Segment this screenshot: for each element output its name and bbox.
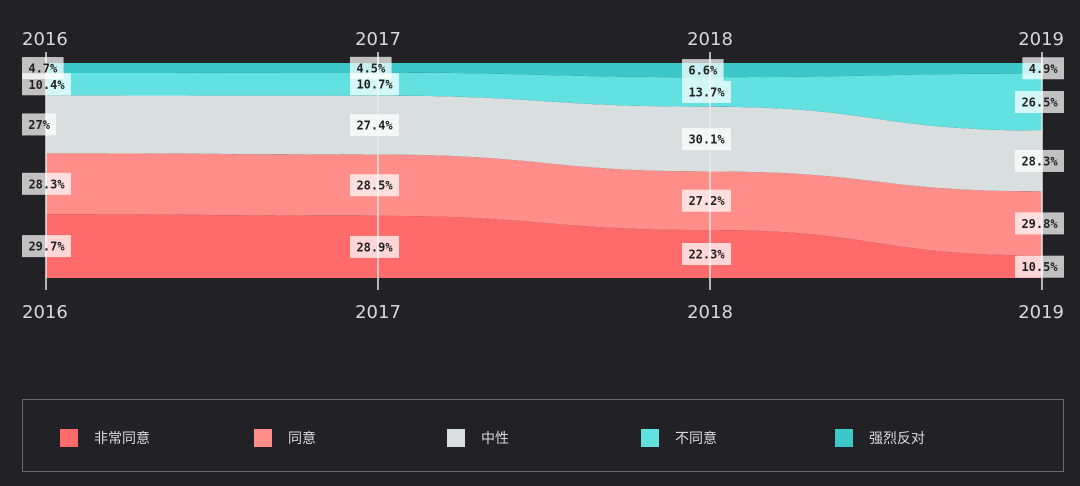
year-label-bottom: 2016 (22, 302, 68, 323)
data-label-text: 29.8% (1021, 217, 1058, 231)
data-label: 4.7% (22, 57, 64, 80)
data-label: 27.4% (350, 114, 399, 137)
data-label-text: 28.3% (28, 177, 65, 191)
year-label-bottom: 2017 (355, 302, 401, 323)
legend-swatch (447, 429, 465, 447)
year-label-bottom: 2019 (1018, 302, 1064, 323)
data-label-bg (350, 114, 399, 137)
legend-swatch (254, 429, 272, 447)
data-label-bg (682, 243, 731, 266)
data-label: 28.5% (350, 174, 399, 197)
data-label-text: 10.4% (28, 78, 65, 92)
year-label-top: 2019 (1018, 29, 1064, 50)
data-label: 30.1% (682, 128, 731, 151)
data-label-text: 10.5% (1021, 260, 1058, 274)
data-label: 10.5% (1015, 255, 1064, 278)
data-label-bg (1015, 212, 1064, 235)
year-label-top: 2016 (22, 29, 68, 50)
data-label-text: 27.4% (356, 119, 393, 133)
data-label: 6.6% (682, 59, 724, 82)
data-label: 28.9% (350, 235, 399, 258)
legend-item-strongly-disagree: 强烈反对 (835, 428, 925, 448)
data-label-text: 26.5% (1021, 96, 1058, 110)
data-label-bg (682, 80, 731, 103)
data-label: 13.7% (682, 80, 731, 103)
legend: 非常同意 同意 中性 不同意 强烈反对 (22, 399, 1064, 472)
legend-item-neutral: 中性 (447, 428, 509, 448)
legend-item-agree: 同意 (254, 428, 316, 448)
data-label-bg (22, 57, 64, 80)
data-label-bg (682, 59, 724, 82)
data-label: 22.3% (682, 243, 731, 266)
data-label: 28.3% (1015, 149, 1064, 172)
legend-label: 同意 (288, 431, 316, 447)
legend-label: 不同意 (675, 431, 717, 447)
legend-item-disagree: 不同意 (641, 428, 717, 448)
legend-swatch (835, 429, 853, 447)
legend-label: 中性 (481, 431, 509, 447)
data-label-text: 4.7% (28, 62, 58, 76)
data-label-text: 10.7% (356, 78, 393, 92)
data-label-text: 28.5% (356, 179, 393, 193)
data-label-bg (682, 189, 731, 212)
data-label-text: 6.6% (688, 64, 718, 78)
year-label-bottom: 2018 (687, 302, 733, 323)
area-series-2 (46, 95, 1042, 192)
area-series-0 (46, 214, 1042, 278)
legend-swatch (641, 429, 659, 447)
data-label-text: 22.3% (688, 248, 725, 262)
data-label-bg (1015, 255, 1064, 278)
data-label-bg (682, 128, 731, 151)
data-label: 27% (22, 113, 57, 136)
area-series-3 (46, 72, 1042, 131)
legend-label: 强烈反对 (869, 431, 925, 447)
data-label-text: 27% (28, 118, 50, 132)
legend-item-strongly-agree: 非常同意 (60, 428, 150, 448)
data-label-bg (22, 113, 57, 136)
data-label-text: 28.9% (356, 240, 393, 254)
data-label-bg (350, 56, 392, 79)
data-label: 28.3% (22, 172, 71, 195)
data-label: 4.9% (1022, 57, 1064, 80)
data-label-text: 29.7% (28, 240, 65, 254)
data-label: 29.7% (22, 235, 71, 258)
data-label-bg (22, 172, 71, 195)
data-label-text: 13.7% (688, 85, 725, 99)
year-label-top: 2018 (687, 29, 733, 50)
data-label-text: 30.1% (688, 133, 725, 147)
data-label-text: 27.2% (688, 194, 725, 208)
data-label-bg (1015, 149, 1064, 172)
data-label: 4.5% (350, 56, 392, 79)
area-series-4 (46, 63, 1042, 78)
area-series-1 (46, 153, 1042, 256)
areas-layer (46, 63, 1042, 278)
labels-layer: 29.7% 28.9% 22.3% 10.5% 28.3% 28.5% 27.2% 29.8%… (22, 56, 1064, 278)
legend-label: 非常同意 (94, 431, 150, 447)
data-label-bg (22, 235, 71, 258)
data-label-text: 28.3% (1021, 154, 1058, 168)
data-label-bg (1022, 57, 1064, 80)
data-label-bg (350, 235, 399, 258)
data-label-text: 4.9% (1029, 62, 1059, 76)
data-label: 29.8% (1015, 212, 1064, 235)
data-label-text: 4.5% (356, 61, 386, 75)
data-label: 27.2% (682, 189, 731, 212)
data-label-bg (350, 174, 399, 197)
data-label: 26.5% (1015, 91, 1064, 114)
data-label-bg (1015, 91, 1064, 114)
legend-swatch (60, 429, 78, 447)
year-label-top: 2017 (355, 29, 401, 50)
